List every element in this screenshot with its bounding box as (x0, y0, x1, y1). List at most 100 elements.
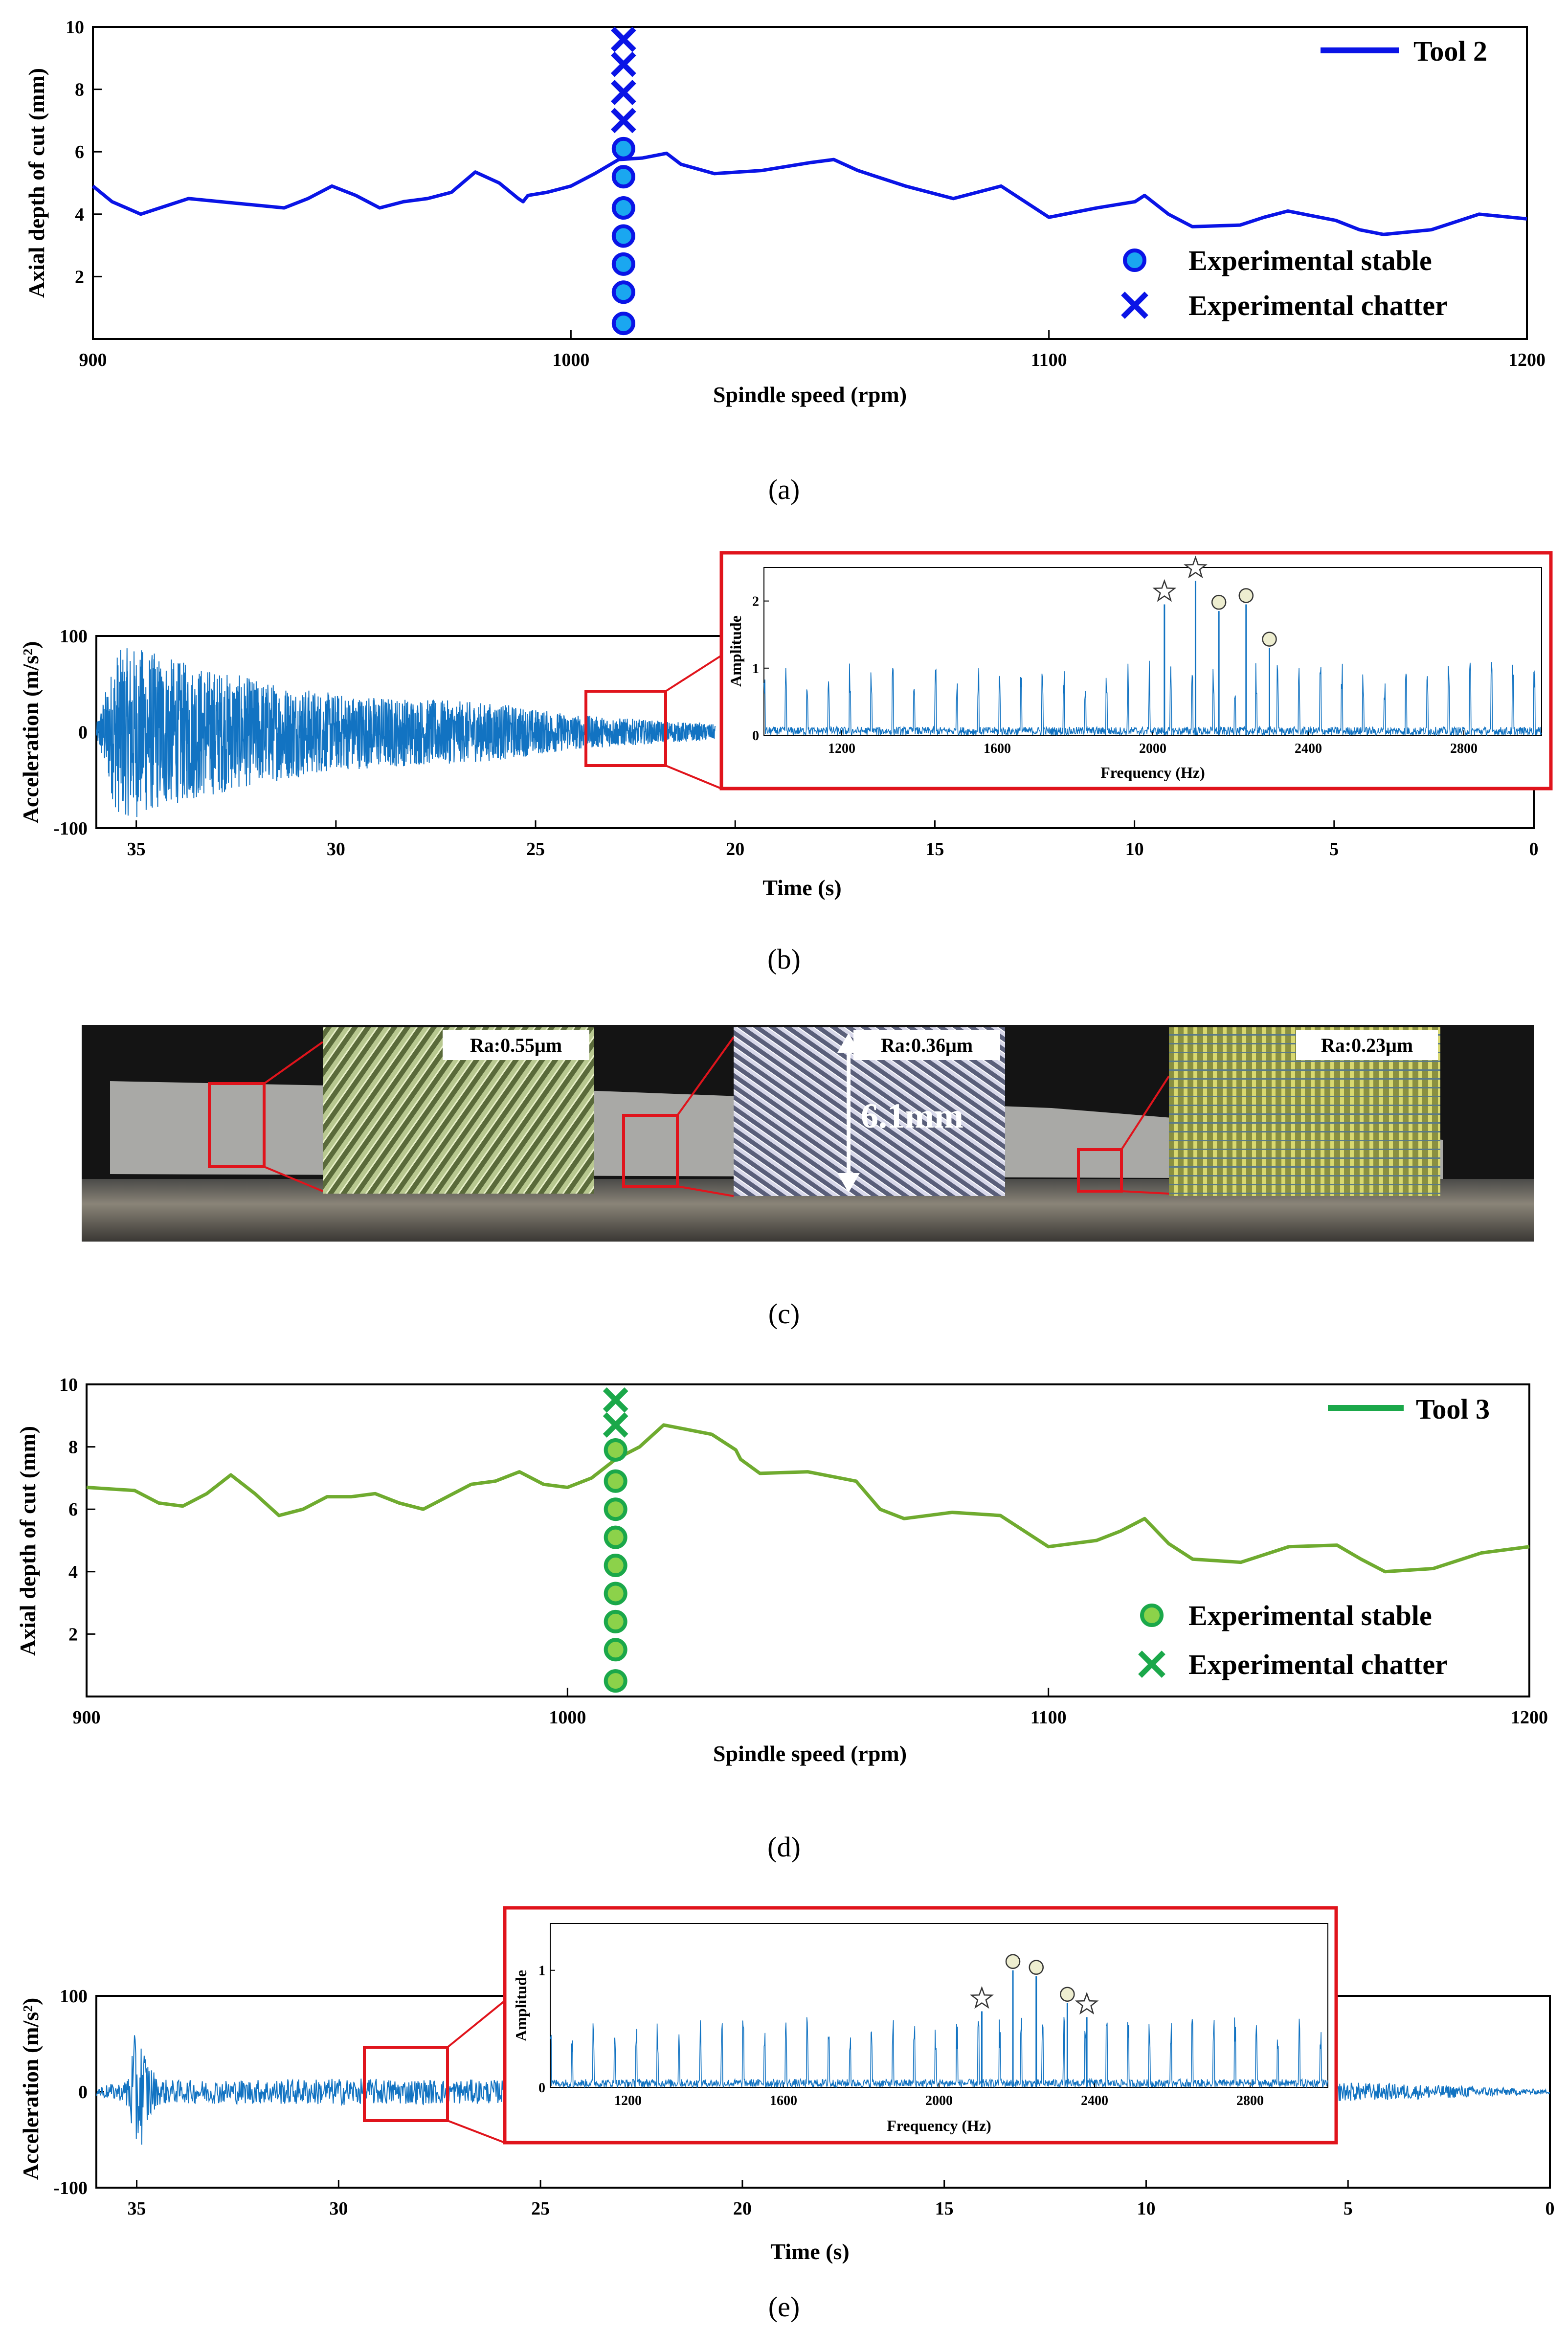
zoom-line (264, 1166, 323, 1192)
chart-b-highlight-box (584, 690, 667, 767)
inset-x-tick-label: 1200 (614, 2093, 642, 2108)
peak-circle-marker (1029, 1960, 1044, 1975)
chart-d-legend: Tool 3 Experimental stable Experimental … (1138, 1393, 1490, 1680)
chart-b-zoom-line (665, 655, 722, 692)
inset-y-tick-label: 0 (538, 2081, 545, 2096)
peak-circle-marker (1211, 594, 1227, 610)
x-tick-label: 35 (128, 2198, 146, 2219)
caption-c: (c) (768, 1298, 800, 1330)
y-tick-label: 8 (68, 1437, 78, 1458)
y-tick-label: 10 (59, 1375, 78, 1395)
peak-circle-marker (1005, 1954, 1021, 1969)
stable-point (604, 1497, 627, 1521)
x-tick-label: 900 (79, 350, 107, 370)
stability-lobe-line (91, 151, 1527, 236)
chart-e-inset: 1200 1600 2000 2400 2800 0 1 Frequency (Hz) Am… (503, 1906, 1338, 2145)
x-tick-label: 1000 (549, 1707, 586, 1728)
zoom-line (677, 1185, 734, 1197)
y-tick-label: 100 (60, 1986, 88, 2007)
zoom-line (1120, 1075, 1170, 1151)
x-tick-label: 1200 (1511, 1707, 1548, 1728)
ra-label-1: Ra:0.55μm (470, 1034, 562, 1056)
caption-b: (b) (767, 943, 801, 975)
chart-e-ylabel: Acceleration (m/s²) (18, 1998, 43, 2180)
y-tick-label: 100 (60, 626, 88, 647)
chart-e-inset-xlabel: Frequency (Hz) (887, 2117, 991, 2134)
chatter-point (610, 51, 636, 77)
chart-b-inset-content: 1200 1600 2000 2400 2800 0 1 2 (752, 555, 1542, 756)
chart-d-plot-area (86, 1383, 1530, 1697)
x-tick-label: 25 (531, 2198, 550, 2219)
chatter-stroke (610, 80, 636, 105)
peak-star-marker (1152, 579, 1177, 602)
inset-x-tick-label: 2400 (1295, 741, 1322, 756)
chatter-point (603, 1412, 628, 1438)
x-tick-label: 20 (726, 839, 744, 860)
y-tick-label: 10 (66, 17, 84, 38)
chart-e-xlabel: Time (s) (770, 2239, 849, 2264)
chatter-point (610, 26, 636, 52)
stable-point (604, 1638, 627, 1662)
chart-e-ticks: 35 30 25 20 15 10 5 0 -100 0 100 (53, 1986, 1554, 2219)
x-tick-label: 1000 (552, 350, 589, 370)
y-tick-label: 2 (68, 1624, 78, 1645)
chart-a: 900 1000 1100 1200 2 4 6 8 10 Spindle speed (rpm… (24, 17, 1546, 407)
chart-e-zoom-line (447, 2000, 506, 2048)
inset-x-tick-label: 1600 (770, 2093, 797, 2108)
legend-line-label: Tool 3 (1416, 1393, 1490, 1425)
chart-d: 900 1000 1100 1200 2 4 6 8 10 Spindle speed (rpm… (15, 1375, 1548, 1766)
chart-b-inset-frame (719, 551, 1553, 791)
stable-point (611, 224, 635, 248)
stable-point (604, 1554, 627, 1578)
legend-stable-marker (1140, 1604, 1164, 1627)
x-tick-label: 1100 (1030, 1707, 1067, 1728)
caption-e: (e) (768, 2291, 800, 2323)
inset-y-tick-label: 1 (538, 1964, 545, 1979)
zoom-line (676, 1036, 735, 1116)
y-tick-label: 6 (68, 1499, 78, 1520)
x-tick-label: 5 (1329, 839, 1339, 860)
x-tick-label: 30 (329, 2198, 348, 2219)
inset-x-tick-label: 1200 (828, 741, 855, 756)
depth-arrow (837, 1033, 860, 1193)
legend-stable-label: Experimental stable (1188, 245, 1432, 276)
surface-photo: Ra:0.55μm Ra:0.36μm Ra:0.23μm 6.1mm (82, 1025, 1534, 1242)
legend-chatter-label: Experimental chatter (1188, 290, 1448, 321)
chatter-stroke (610, 108, 636, 134)
chart-d-series (86, 1423, 1530, 1574)
y-tick-label: 6 (75, 142, 84, 162)
stable-point (604, 1669, 627, 1693)
stable-point (611, 196, 635, 220)
chart-b-xlabel: Time (s) (762, 875, 841, 900)
caption-d: (d) (767, 1831, 801, 1863)
y-tick-label: 4 (68, 1562, 78, 1583)
y-tick-label: -100 (53, 2178, 88, 2198)
stable-point (611, 312, 635, 336)
chatter-point (603, 1387, 628, 1413)
y-tick-label: 4 (75, 204, 84, 225)
chart-a-legend: Tool 2 Experimental stable Experimental … (1121, 35, 1487, 321)
stable-point (611, 252, 635, 276)
chart-d-ylabel: Axial depth of cut (mm) (15, 1426, 40, 1656)
x-tick-label: 0 (1546, 2198, 1555, 2219)
x-tick-label: 10 (1137, 2198, 1155, 2219)
inset-x-tick-label: 2000 (1139, 741, 1166, 756)
inset-x-tick-label: 2800 (1236, 2093, 1264, 2108)
chart-b-inset-xlabel: Frequency (Hz) (1100, 764, 1205, 781)
stability-lobe-line (86, 1423, 1530, 1574)
zoom-line (1121, 1190, 1169, 1195)
legend-chatter-marker (1121, 292, 1148, 319)
stable-point (604, 1438, 627, 1462)
inset-x-tick-label: 2800 (1450, 741, 1478, 756)
x-tick-label: 0 (1529, 839, 1539, 860)
inset-x-tick-label: 1600 (984, 741, 1011, 756)
chart-b-inset-ylabel: Amplitude (727, 615, 744, 687)
zoom-box (208, 1082, 266, 1168)
chatter-point (610, 80, 636, 105)
inset-x-tick-label: 2400 (1081, 2093, 1108, 2108)
peak-circle-marker (1060, 1987, 1075, 2002)
chart-a-series (91, 151, 1527, 236)
ra-label-box-1 (443, 1030, 589, 1060)
